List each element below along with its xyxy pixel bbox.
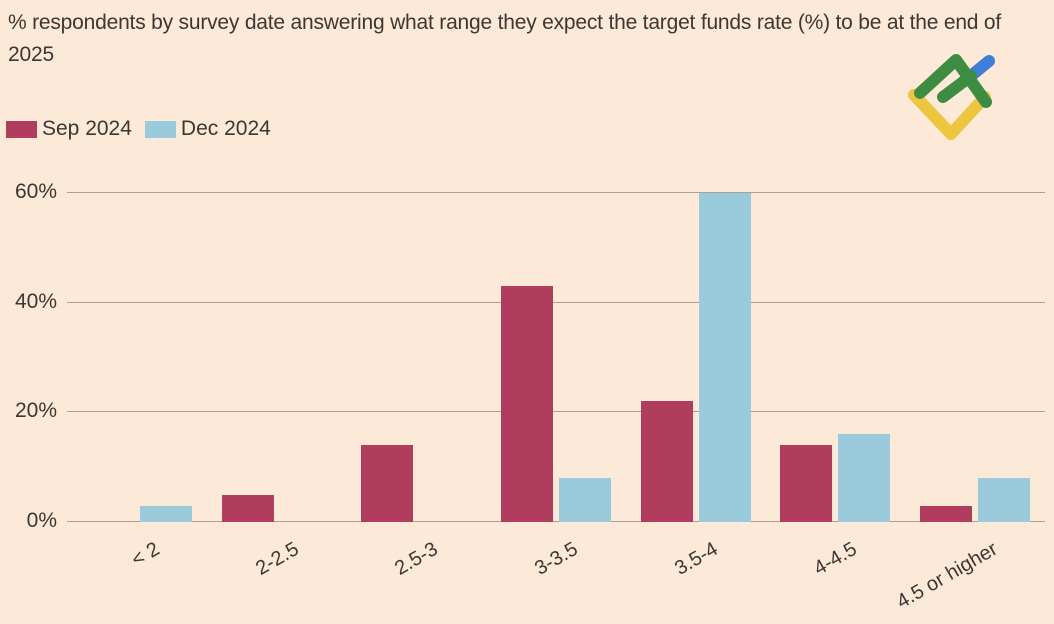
bar-dec-2024-4.5orhigher xyxy=(978,478,1030,522)
x-axis-label-<2: < 2 xyxy=(127,538,163,572)
bar-sep-2024-4-4.5 xyxy=(780,445,832,522)
gridline-40% xyxy=(67,301,1045,303)
bar-dec-2024-3-3.5 xyxy=(559,478,611,522)
x-axis-label-2-2.5: 2-2.5 xyxy=(252,538,303,580)
y-axis-label-60%: 60% xyxy=(14,180,57,203)
plot-area: 0% 20% 40% 60% < 2 2-2.5 2.5-3 3-3.5 3.5-4 4-4.5 4… xyxy=(15,180,1045,613)
legend-label-dec-2024: Dec 2024 xyxy=(180,117,271,140)
chart-title: % respondents by survey date answering w… xyxy=(8,11,1002,66)
legend-item-dec-2024: Dec 2024 xyxy=(144,117,271,141)
bar-sep-2024-3.5-4 xyxy=(641,401,693,522)
bar-dec-2024-3.5-4 xyxy=(699,193,751,522)
gridline-20% xyxy=(67,411,1045,413)
legend-label-sep-2024: Sep 2024 xyxy=(42,117,132,140)
x-axis-label-4.5orhigher: 4.5 or higher xyxy=(892,538,1001,614)
bar-sep-2024-2.5-3 xyxy=(361,445,413,522)
x-axis-label-3-3.5: 3-3.5 xyxy=(531,538,582,580)
legend-item-sep-2024: Sep 2024 xyxy=(6,117,132,141)
x-axis-label-2.5-3: 2.5-3 xyxy=(391,538,442,580)
y-axis-label-40%: 40% xyxy=(14,289,57,313)
bar-dec-2024-4-4.5 xyxy=(838,434,890,522)
y-axis-label-0%: 0% xyxy=(26,509,57,532)
x-axis-label-4-4.5: 4-4.5 xyxy=(810,538,861,580)
legend: Sep 2024 Dec 2024 xyxy=(6,117,271,141)
litefinance-logo-icon xyxy=(908,54,995,140)
bar-sep-2024-4.5orhigher xyxy=(920,506,972,522)
legend-swatch-dec-2024 xyxy=(144,120,176,138)
bar-sep-2024-3-3.5 xyxy=(501,286,553,522)
legend-swatch-sep-2024 xyxy=(6,120,37,138)
gridline-60% xyxy=(67,192,1045,193)
logo-green-peak xyxy=(914,54,992,108)
y-axis-label-20%: 20% xyxy=(14,399,57,423)
logo-yellow-check xyxy=(908,89,991,140)
x-axis-label-3.5-4: 3.5-4 xyxy=(671,538,722,580)
gridline-0% xyxy=(67,521,1045,522)
bar-dec-2024-<2 xyxy=(140,506,192,522)
bar-sep-2024-2-2.5 xyxy=(222,495,274,522)
